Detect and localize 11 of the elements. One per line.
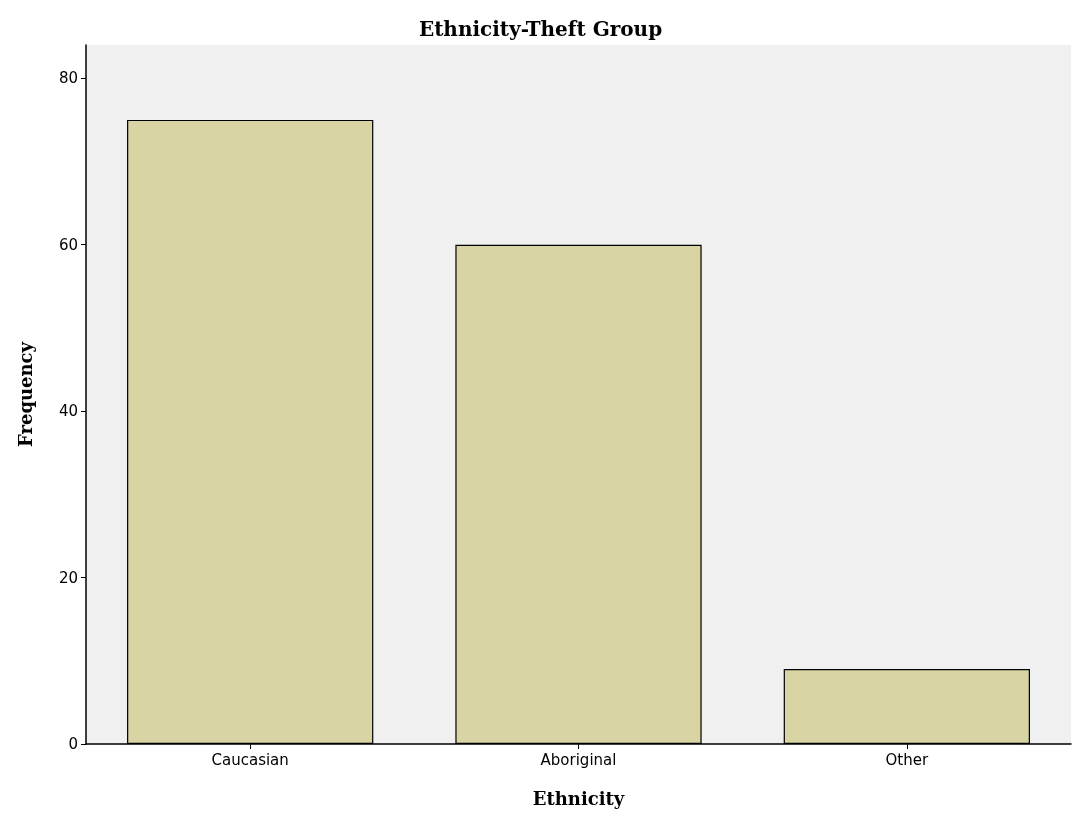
x-axis-title: Ethnicity <box>532 787 625 809</box>
y-tick-label: 20 <box>58 568 78 587</box>
x-tick-label: Aboriginal <box>540 750 617 769</box>
chart-title: Ethnicity-Theft Group <box>418 17 663 41</box>
x-tick-label: Caucasian <box>211 750 289 769</box>
x-tick-label: Other <box>885 750 929 769</box>
y-tick-label: 0 <box>68 735 78 753</box>
y-tick-label: 60 <box>58 235 78 254</box>
y-tick-label: 40 <box>58 402 78 421</box>
y-axis-title: Frequency <box>14 341 36 448</box>
y-tick-label: 80 <box>58 69 78 88</box>
